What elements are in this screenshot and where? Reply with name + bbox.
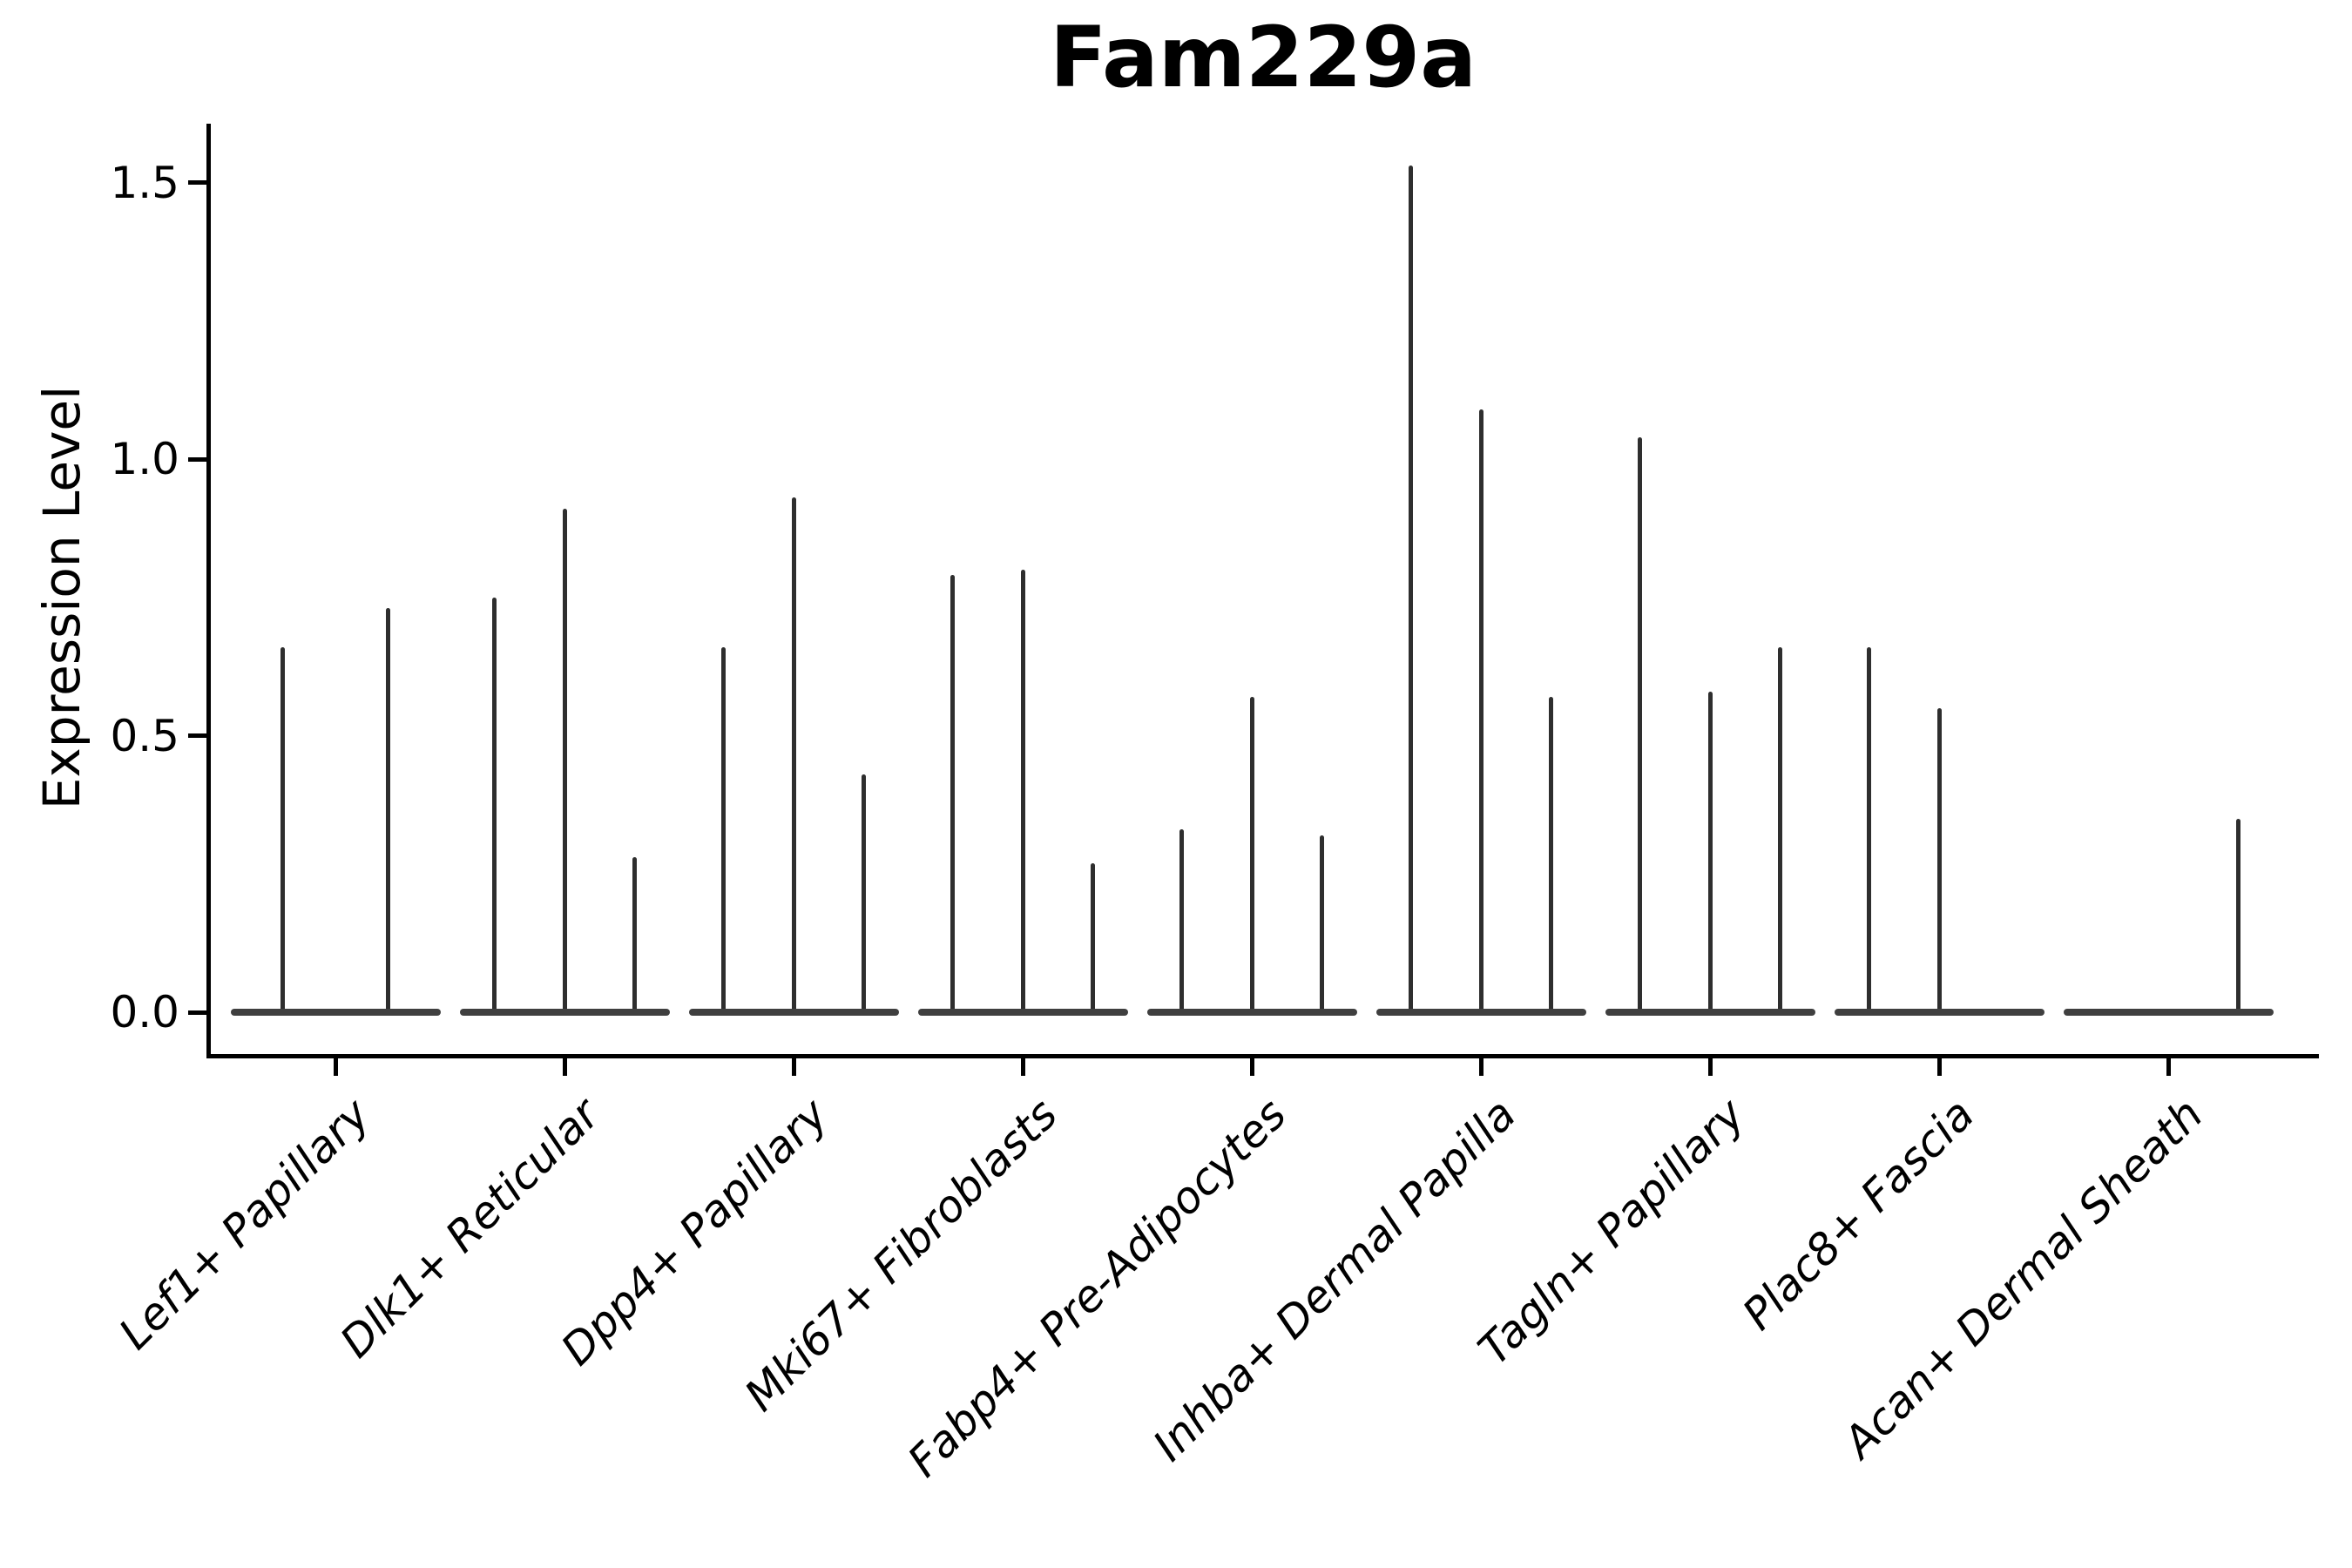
x-tick [333,1057,338,1076]
violin-spike [861,774,866,1016]
violin-spike [1867,646,1872,1016]
violin-baseline [1375,1009,1586,1016]
y-tick-label: 0.0 [110,987,179,1037]
violin-spike [562,509,567,1016]
violin-spike [1249,697,1254,1016]
x-tick [562,1057,567,1076]
x-tick-label: Inhba+ Dermal Papilla [1143,1089,1526,1471]
violin-spike [385,608,390,1016]
x-tick [791,1057,796,1076]
violin-spike [1638,436,1643,1016]
violin-spike [1409,166,1414,1016]
violin-spike [1478,409,1484,1016]
y-tick [188,733,207,738]
x-tick [2166,1057,2171,1076]
violin-spike [1777,646,1782,1016]
violin-baseline [1834,1009,2044,1016]
violin-spike [2235,818,2240,1016]
x-tick-label: Fabp4+ Pre-Adipocytes [898,1089,1297,1487]
violin-baseline [917,1009,1128,1016]
violin-baseline [1146,1009,1357,1016]
violin-spike [1090,862,1095,1016]
violin-spike [721,646,727,1016]
x-tick-label: Lef1+ Papillary [109,1089,381,1360]
y-tick [188,456,207,462]
violin-spike [1319,835,1324,1016]
violin-baseline [459,1009,670,1016]
x-tick [1478,1057,1484,1076]
violin-baseline [2063,1009,2274,1016]
violin-spike [1548,697,1553,1016]
violin-baseline [1605,1009,1815,1016]
violin-spike [632,857,637,1016]
violin-spike [1020,570,1025,1016]
violin-spike [492,597,497,1016]
violin-baseline [688,1009,899,1016]
violin-spike [1179,829,1185,1016]
y-axis-spine [206,124,211,1058]
x-tick-label: Plac8+ Fascia [1733,1089,1984,1340]
x-tick [1020,1057,1025,1076]
violin-spike [280,646,286,1016]
x-tick [1249,1057,1254,1076]
y-tick [188,180,207,185]
x-axis-spine [206,1054,2319,1058]
y-tick-label: 1.0 [110,434,179,484]
chart-title: Fam229a [1050,9,1477,106]
violin-baseline [230,1009,441,1016]
violin-spike [1707,691,1713,1016]
y-tick-label: 1.5 [110,157,179,208]
violin-spike [950,575,956,1016]
y-tick [188,1010,207,1015]
violin-spike [1936,707,1942,1016]
y-tick-label: 0.5 [110,710,179,761]
violin-spike [791,497,796,1016]
x-tick [1707,1057,1713,1076]
x-tick [1936,1057,1942,1076]
